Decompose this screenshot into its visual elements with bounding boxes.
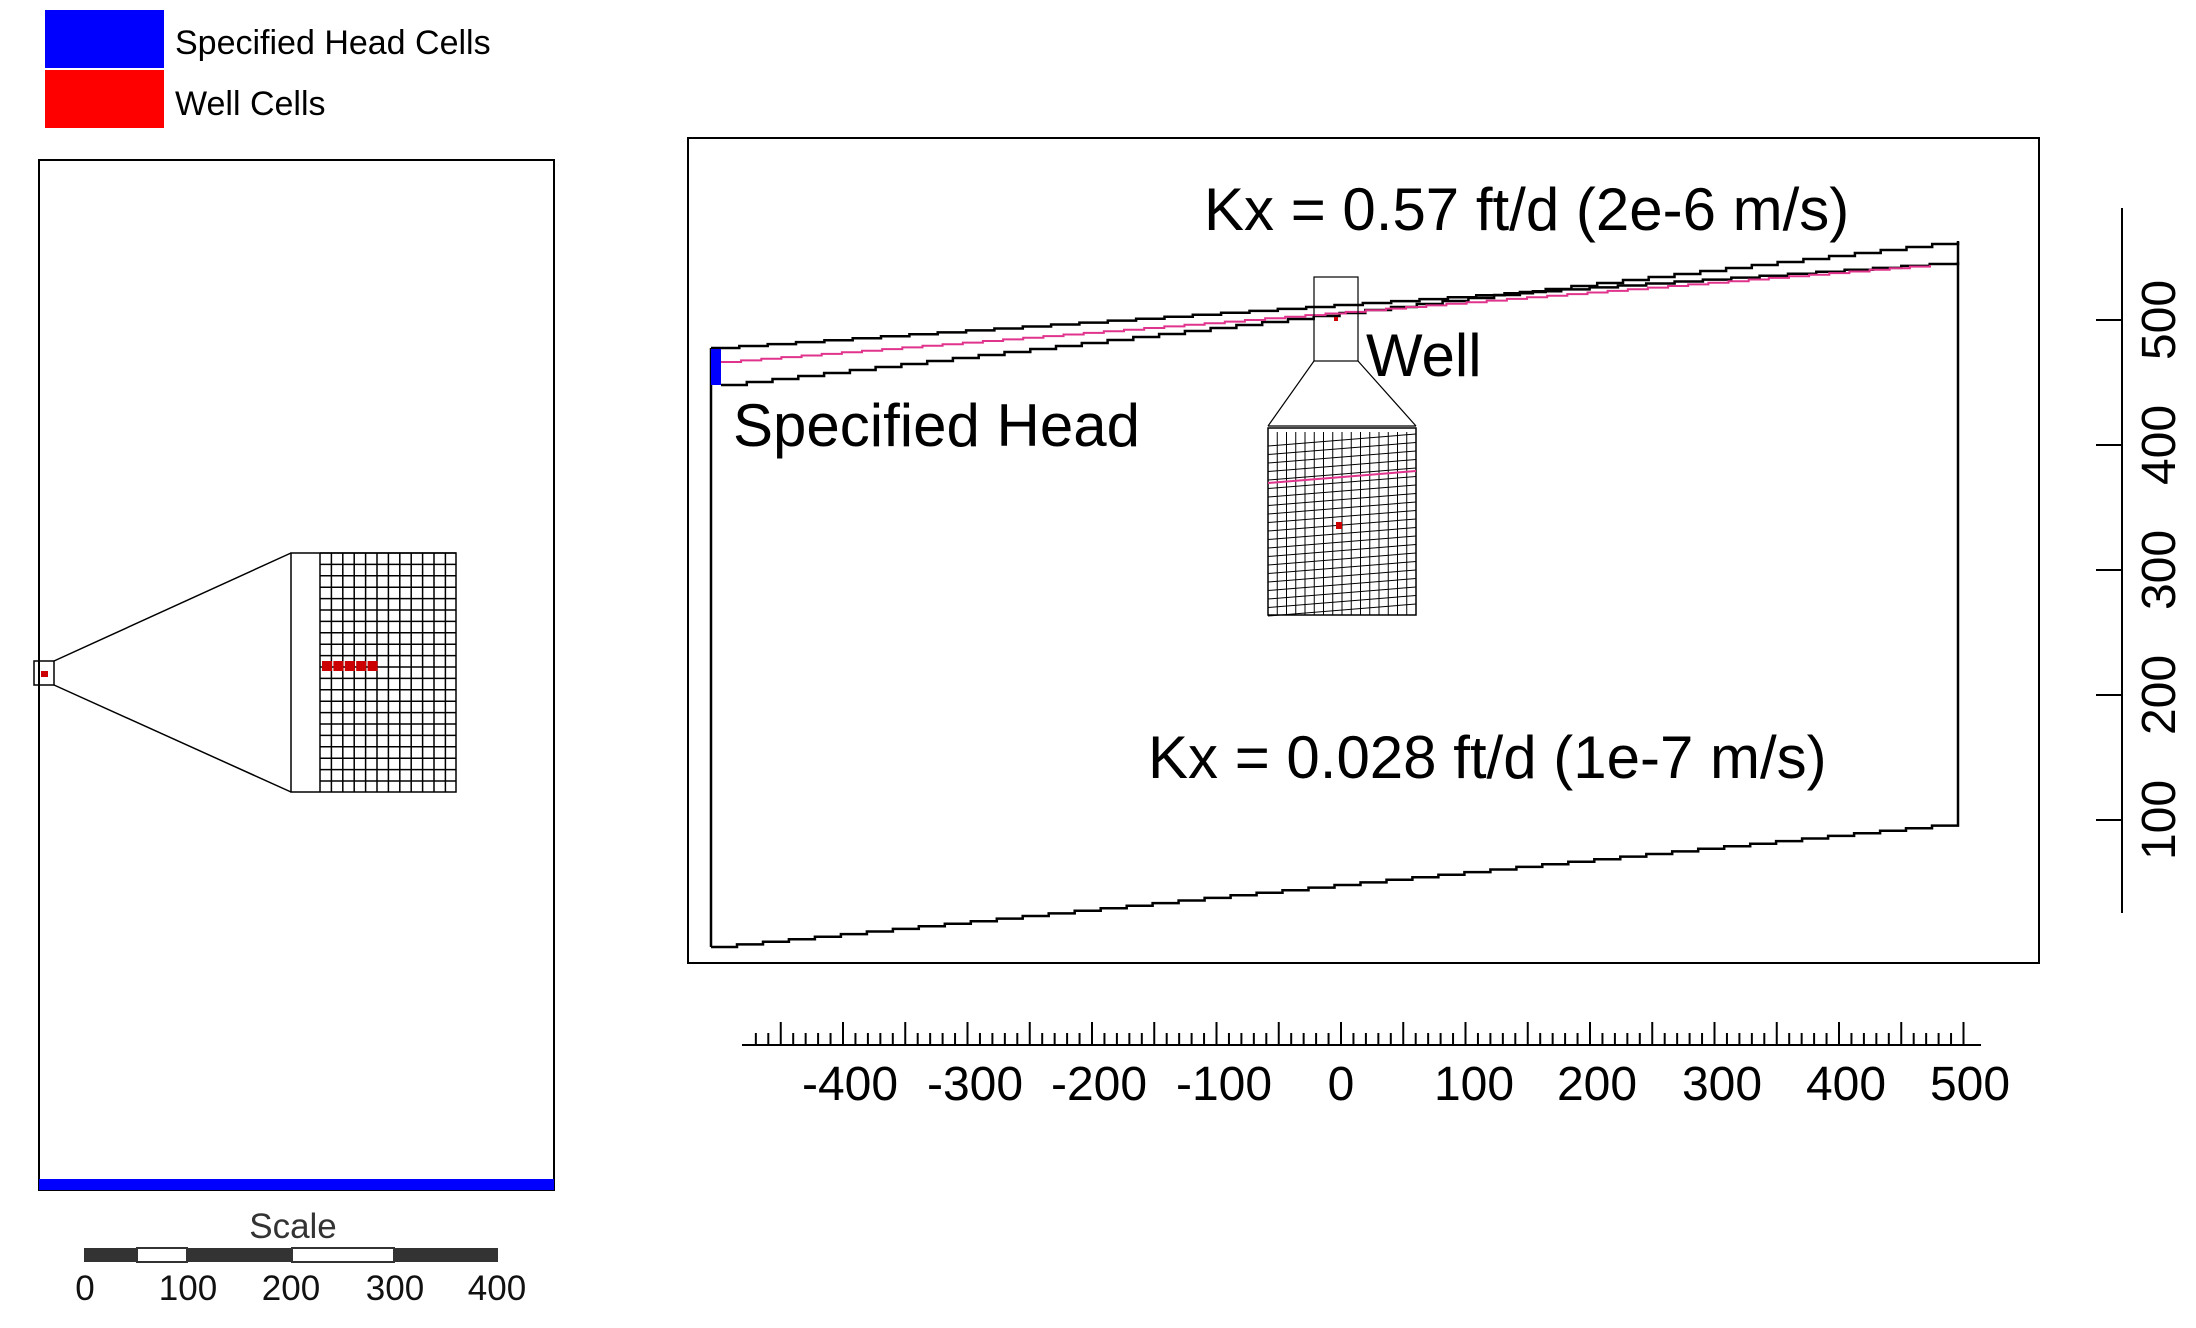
- x-tick-label: 500: [1930, 1058, 2010, 1111]
- plan-specified-head-cells: [39, 1179, 554, 1190]
- plan-view: Scale 0 100 200 300 400: [33, 159, 555, 1308]
- plan-inset-grid: [319, 552, 456, 792]
- section-inset-well-cell: [1336, 522, 1342, 529]
- section-grid-line: [1267, 586, 1417, 600]
- y-tick-label: 400: [2133, 405, 2186, 485]
- plan-callout-line-bottom: [53, 684, 292, 793]
- x-axis-ticks: [754, 1022, 1965, 1045]
- scale-tick-label: 0: [75, 1269, 94, 1308]
- section-grid-line: [1267, 484, 1417, 498]
- section-callout-line-right: [1357, 360, 1417, 427]
- section-grid-line: [1267, 527, 1417, 540]
- scale-bar-segment: [136, 1247, 188, 1263]
- y-tick-label: 200: [2133, 655, 2186, 735]
- section-well-locator-box: [1313, 276, 1359, 362]
- model-top-surface: [711, 262, 1960, 350]
- section-grid-line: [1267, 476, 1417, 489]
- x-tick-label: 200: [1557, 1058, 1637, 1111]
- scale-bar-segment: [394, 1248, 498, 1262]
- model-bottom-surface: [711, 823, 1960, 949]
- x-tick-label: 400: [1806, 1058, 1886, 1111]
- plan-callout-line-top: [53, 552, 292, 662]
- plan-well-cell: [333, 661, 344, 671]
- x-tick-label: -100: [1176, 1058, 1272, 1111]
- section-grid-line: [1267, 561, 1417, 574]
- section-well-marker: [1334, 317, 1338, 321]
- y-tick-label: 100: [2133, 780, 2186, 860]
- scale-tick-label: 200: [262, 1269, 320, 1308]
- x-axis: -400 -300 -200 -100 0 100 200 300 400 50…: [742, 1022, 2010, 1111]
- specified-head-label: Specified Head: [733, 392, 1140, 459]
- plan-inset-well-cells: [322, 661, 378, 671]
- y-tick-label: 500: [2133, 280, 2186, 360]
- section-grid-line: [1267, 578, 1417, 591]
- section-grid-line: [1267, 501, 1417, 515]
- section-specified-head-cells: [711, 349, 721, 385]
- x-tick-label: -200: [1051, 1058, 1147, 1111]
- y-axis: 100 200 300 400 500: [2096, 208, 2186, 913]
- scale-bar: [84, 1247, 498, 1263]
- x-tick-label: 100: [1434, 1058, 1514, 1111]
- plan-inset-frame: [290, 552, 457, 793]
- plan-well-cell: [322, 661, 332, 671]
- scale-title: Scale: [249, 1207, 337, 1246]
- legend-swatch-well: [45, 70, 164, 128]
- section-grid-line: [1267, 459, 1417, 472]
- well-label: Well: [1366, 322, 1482, 389]
- water-table-line: [721, 265, 1931, 363]
- plan-well-cell: [367, 661, 378, 671]
- section-grid-line: [1267, 603, 1417, 617]
- legend-label-well: Well Cells: [175, 85, 326, 123]
- section-grid-line: [1267, 442, 1417, 455]
- section-grid-line: [1267, 535, 1417, 549]
- scale-bar-segment: [187, 1248, 292, 1262]
- legend: Specified Head Cells Well Cells: [45, 10, 491, 128]
- section-grid-line: [1267, 450, 1417, 464]
- lower-layer-kx-label: Kx = 0.028 ft/d (1e-7 m/s): [1148, 724, 1827, 791]
- section-grid-line: [1267, 544, 1417, 557]
- scale-bar-segment: [84, 1248, 137, 1262]
- scale-tick-label: 100: [159, 1269, 217, 1308]
- section-grid-line: [1267, 510, 1417, 523]
- section-grid-line: [1267, 467, 1417, 481]
- legend-swatch-specified-head: [45, 10, 164, 68]
- legend-label-specified-head: Specified Head Cells: [175, 24, 491, 62]
- scale-tick-label: 400: [468, 1269, 526, 1308]
- upper-layer-kx-label: Kx = 0.57 ft/d (2e-6 m/s): [1204, 176, 1849, 243]
- scale-tick-label: 300: [366, 1269, 424, 1308]
- section-grid-line: [1267, 493, 1417, 506]
- plan-well-locator-box: [33, 660, 55, 686]
- section-grid-line: [1267, 595, 1417, 608]
- scale-bar-segment: [291, 1247, 395, 1263]
- cross-section: Kx = 0.57 ft/d (2e-6 m/s) Well Specified…: [687, 137, 2040, 964]
- x-tick-label: 0: [1328, 1058, 1355, 1111]
- cross-section-frame: [687, 137, 2040, 964]
- y-tick-label: 300: [2133, 530, 2186, 610]
- section-grid-line: [1267, 552, 1417, 566]
- x-tick-label: -300: [927, 1058, 1023, 1111]
- plan-well-marker: [41, 671, 48, 677]
- section-callout-line-left: [1267, 360, 1315, 427]
- x-tick-label: 300: [1682, 1058, 1762, 1111]
- section-inset-water-table: [1267, 470, 1417, 484]
- x-tick-label: -400: [802, 1058, 898, 1111]
- section-grid-line: [1267, 569, 1417, 583]
- section-grid-line: [1267, 433, 1417, 447]
- plan-well-cell: [344, 661, 355, 671]
- plan-well-cell: [356, 661, 367, 671]
